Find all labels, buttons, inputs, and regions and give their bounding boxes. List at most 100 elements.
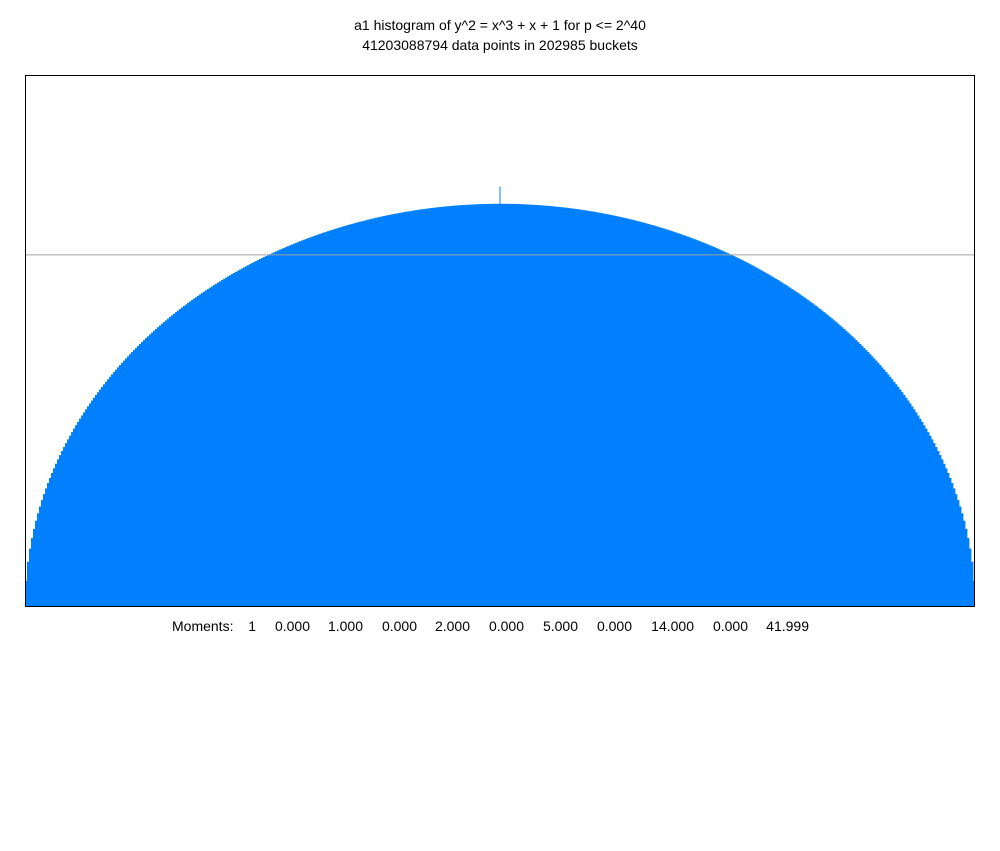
histogram-bar [545, 205, 548, 607]
histogram-bar [961, 513, 964, 607]
histogram-bar [679, 233, 682, 607]
histogram-bar [431, 207, 434, 607]
histogram-bar [215, 283, 218, 607]
histogram-bar [763, 271, 766, 607]
histogram-bar [441, 206, 444, 607]
chart-title: a1 histogram of y^2 = x^3 + x + 1 for p … [354, 17, 646, 33]
histogram-bar [901, 392, 904, 607]
histogram-bar [769, 275, 772, 607]
histogram-bar [767, 274, 770, 607]
histogram-bar [705, 243, 708, 607]
histogram-bar [729, 254, 732, 607]
histogram-bar [347, 225, 350, 607]
histogram-bar [857, 342, 860, 607]
histogram-bar [253, 262, 256, 607]
histogram-bar [899, 389, 902, 607]
histogram-bar [281, 248, 284, 607]
histogram-bar [297, 242, 300, 607]
histogram-bar [761, 270, 764, 607]
histogram-bar [851, 336, 854, 607]
histogram-bar [853, 338, 856, 607]
histogram-bar [933, 443, 936, 607]
histogram-bar [333, 229, 336, 607]
histogram-bar [505, 203, 508, 607]
histogram-bar [133, 350, 136, 607]
histogram-bar [771, 276, 774, 607]
histogram-bar [485, 203, 488, 607]
histogram-bar [663, 228, 666, 607]
histogram-bar [423, 209, 426, 607]
histogram-bar [41, 500, 44, 607]
histogram-bar [33, 528, 36, 607]
histogram-bar [949, 477, 952, 607]
histogram-bar [553, 206, 556, 607]
histogram-bar [361, 221, 364, 607]
histogram-bar [29, 548, 32, 607]
histogram-bar [765, 272, 768, 607]
histogram-bar [55, 463, 58, 607]
histogram-bar [137, 345, 140, 607]
histogram-bar [247, 265, 250, 607]
histogram-bar [83, 412, 86, 607]
histogram-bar [629, 219, 632, 607]
histogram-bar [557, 206, 560, 607]
histogram-bar [453, 205, 456, 607]
histogram-bar [863, 347, 866, 607]
histogram-bar [791, 288, 794, 607]
histogram-bar [691, 238, 694, 607]
histogram-bar [911, 406, 914, 607]
histogram-bar [707, 244, 710, 607]
histogram-bar [741, 260, 744, 607]
histogram-bar [801, 295, 804, 607]
histogram-bar [541, 205, 544, 607]
histogram-bar [119, 365, 122, 607]
histogram-bar [49, 477, 52, 607]
histogram-bar [475, 204, 478, 607]
histogram-bar [759, 269, 762, 607]
histogram-bar [643, 222, 646, 607]
histogram-bar [531, 204, 534, 607]
histogram-bar [403, 212, 406, 607]
histogram-bar [671, 231, 674, 607]
histogram-bar [365, 220, 368, 607]
histogram-bar [439, 207, 442, 607]
histogram-bar [63, 447, 66, 607]
histogram-bar [689, 237, 692, 607]
histogram-bar [577, 209, 580, 607]
histogram-bar [601, 213, 604, 607]
histogram-bar [971, 561, 974, 607]
histogram-bar [343, 226, 346, 607]
histogram-bar [473, 204, 476, 607]
histogram-bar [185, 304, 188, 607]
histogram-bar [881, 367, 884, 607]
histogram-bar [151, 332, 154, 607]
chart-subtitle: 41203088794 data points in 202985 bucket… [362, 37, 638, 53]
histogram-bar [669, 230, 672, 607]
histogram-bar [783, 283, 786, 607]
histogram-bar [319, 233, 322, 607]
histogram-bar [953, 488, 956, 607]
histogram-bar [115, 369, 118, 607]
histogram-bar [937, 450, 940, 607]
histogram-bar [627, 218, 630, 607]
histogram-bar [285, 247, 288, 607]
moment-value-10: 41.999 [766, 618, 809, 634]
histogram-bar [713, 247, 716, 607]
histogram-bar [81, 415, 84, 607]
histogram-bar [467, 204, 470, 607]
histogram-bar [305, 238, 308, 607]
histogram-bar [139, 343, 142, 607]
histogram-bar [731, 255, 734, 607]
histogram-bar [603, 213, 606, 607]
histogram-bar [209, 287, 212, 607]
histogram-bar [501, 203, 504, 607]
histogram-bar [649, 224, 652, 607]
histogram-bar [617, 216, 620, 607]
histogram-bar [913, 409, 916, 607]
histogram-bar [61, 450, 64, 607]
histogram-bar [539, 205, 542, 607]
histogram-bar [733, 256, 736, 607]
histogram-bar [743, 261, 746, 607]
histogram-bar [565, 207, 568, 607]
histogram-bar [809, 301, 812, 607]
